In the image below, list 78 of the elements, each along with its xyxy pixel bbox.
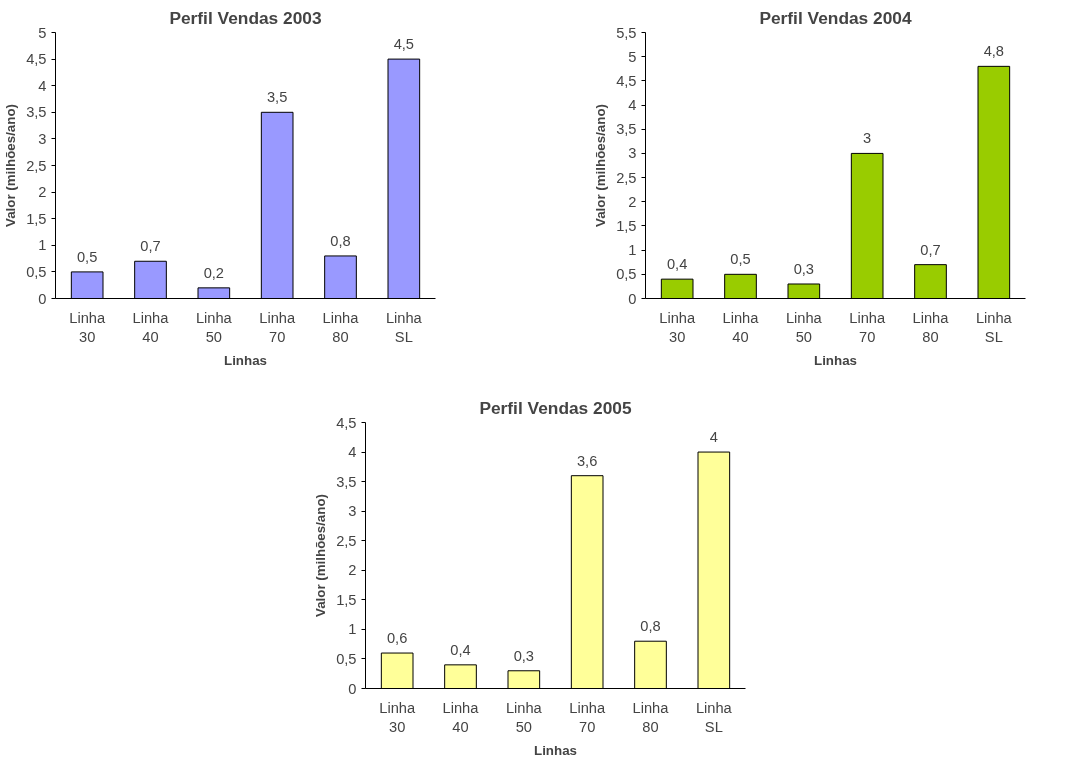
x-tick-label: Linha 40	[722, 309, 760, 345]
data-label: 3,6	[576, 452, 598, 469]
x-tick-label: Linha 50	[195, 309, 233, 345]
data-label: 0,3	[793, 260, 815, 277]
data-label: 0,4	[450, 641, 471, 658]
data-label: 0,3	[513, 647, 535, 664]
chart-title: Perfil Vendas 2004	[759, 7, 912, 28]
y-tick-label: 3	[348, 503, 357, 520]
y-tick-label: 0	[348, 680, 357, 697]
data-label: 0,8	[640, 618, 661, 635]
y-tick-label: 2,5	[336, 532, 357, 549]
x-tick-label: Linha 50	[505, 699, 543, 735]
y-tick-label: 4	[628, 97, 637, 114]
y-tick-label: 2	[38, 184, 47, 201]
y-tick-label: 4	[348, 444, 357, 461]
y-tick-label: 1,5	[336, 591, 357, 608]
x-axis-title: Linhas	[814, 352, 857, 368]
y-tick-label: 2,5	[616, 169, 637, 186]
chart-title: Perfil Vendas 2005	[479, 397, 632, 418]
y-tick-label: 4,5	[336, 414, 357, 431]
y-tick-label: 0	[38, 290, 47, 307]
data-label: 0,7	[920, 241, 941, 258]
y-axis-title: Valor (milhões/ano)	[593, 104, 609, 227]
x-tick-label: Linha 80	[632, 699, 670, 735]
data-label: 0,2	[203, 264, 225, 281]
data-label: 4	[709, 429, 718, 446]
data-label: 4,8	[983, 43, 1005, 60]
y-tick-label: 1	[38, 237, 47, 254]
y-tick-label: 3,5	[616, 121, 637, 138]
y-tick-label: 0,5	[616, 266, 637, 283]
x-tick-label: Linha 80	[912, 309, 950, 345]
x-axis-title: Linhas	[534, 742, 577, 758]
data-label: 0,8	[330, 232, 351, 249]
x-tick-label: Linha 80	[322, 309, 360, 345]
x-tick-label: Linha 40	[442, 699, 480, 735]
x-tick-label: Linha 30	[659, 309, 696, 345]
y-tick-label: 3,5	[336, 473, 357, 490]
y-tick-label: 0,5	[336, 650, 357, 667]
x-tick-label: Linha SL	[975, 309, 1013, 345]
data-label: 0,4	[666, 256, 688, 273]
y-tick-label: 1,5	[26, 210, 47, 227]
x-tick-label: Linha 40	[132, 309, 170, 345]
y-tick-label: 5,5	[616, 24, 637, 41]
x-axis-title: Linhas	[224, 352, 267, 368]
y-tick-label: 1	[628, 242, 637, 259]
x-tick-label: Linha 70	[569, 699, 606, 735]
y-tick-label: 3,5	[26, 104, 47, 121]
x-tick-label: Linha 30	[69, 309, 106, 345]
x-tick-label: Linha 70	[259, 309, 296, 345]
y-axis-title: Valor (milhões/ano)	[3, 104, 19, 227]
y-tick-label: 5	[38, 24, 47, 41]
y-tick-label: 1,5	[616, 217, 637, 234]
x-tick-label: Linha 30	[379, 699, 416, 735]
y-axis-title: Valor (milhões/ano)	[313, 494, 329, 617]
data-label: 0,6	[386, 630, 408, 647]
y-tick-label: 5	[628, 48, 637, 65]
y-tick-label: 0	[628, 290, 637, 307]
x-tick-label: Linha 50	[785, 309, 823, 345]
y-tick-label: 4	[38, 77, 47, 94]
x-tick-label: Linha 70	[849, 309, 886, 345]
data-label: 4,5	[393, 36, 415, 53]
data-label: 0,7	[140, 238, 161, 255]
data-label: 0,5	[76, 248, 98, 265]
y-tick-label: 2,5	[26, 157, 47, 174]
y-tick-label: 0,5	[26, 263, 47, 280]
y-tick-label: 3	[628, 145, 637, 162]
y-tick-label: 4,5	[616, 72, 637, 89]
y-tick-label: 2	[348, 562, 357, 579]
y-tick-label: 4,5	[26, 51, 47, 68]
data-label: 3,5	[266, 89, 288, 106]
data-label: 0,5	[730, 251, 751, 268]
y-tick-label: 2	[628, 193, 637, 210]
data-label: 3	[863, 130, 872, 147]
x-tick-label: Linha SL	[385, 309, 423, 345]
y-tick-label: 1	[348, 621, 357, 638]
chart-title: Perfil Vendas 2003	[169, 7, 322, 28]
y-tick-label: 3	[38, 130, 47, 147]
x-tick-label: Linha SL	[695, 699, 733, 735]
